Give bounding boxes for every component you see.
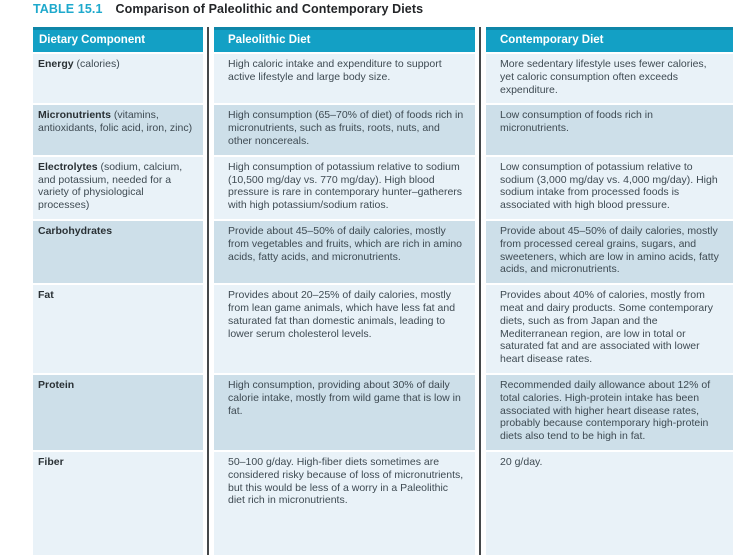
- table-title: TABLE 15.1 Comparison of Paleolithic and …: [33, 2, 423, 16]
- column-header-dietary-component: Dietary Component: [33, 27, 203, 52]
- fat-component-cell: Fat: [33, 285, 203, 373]
- energy-contemporary-cell: More sedentary lifestyle uses fewer calo…: [486, 54, 733, 104]
- carbohydrates-contemporary-cell: Provide about 45–50% of daily calories, …: [486, 220, 733, 284]
- column-divider-2: [479, 27, 481, 555]
- protein-contemporary-cell: Recommended daily allowance about 12% of…: [486, 374, 733, 450]
- fiber-paleolithic-cell: 50–100 g/day. High-fiber diets sometimes…: [214, 451, 475, 555]
- energy-label: Energy: [38, 58, 74, 70]
- micronutrients-label: Micronutrients: [38, 109, 111, 122]
- carbohydrates-label: Carbohydrates: [38, 224, 113, 237]
- energy-note: (calories): [73, 58, 120, 70]
- carbohydrates-component-cell: Carbohydrates: [33, 220, 203, 284]
- fiber-label: Fiber: [38, 455, 64, 468]
- table-number: TABLE 15.1: [33, 2, 103, 16]
- table-caption: Comparison of Paleolithic and Contempora…: [115, 2, 424, 16]
- column-header-contemporary-diet: Contemporary Diet: [486, 27, 733, 52]
- fat-label: Fat: [38, 289, 54, 302]
- column-header-paleolithic-diet: Paleolithic Diet: [214, 27, 475, 52]
- fiber-contemporary-cell: 20 g/day.: [486, 451, 733, 555]
- carbohydrates-paleolithic-cell: Provide about 45–50% of daily calories, …: [214, 220, 475, 284]
- electrolytes-note: (sodium, calcium, and potassium, needed …: [38, 160, 183, 212]
- energy-component-cell: Energy (calories): [33, 54, 203, 104]
- electrolytes-component-cell: Electrolytes (sodium, calcium, and potas…: [33, 156, 203, 219]
- protein-paleolithic-cell: High consumption, providing about 30% of…: [214, 374, 475, 450]
- protein-component-cell: Protein: [33, 374, 203, 450]
- electrolytes-paleolithic-cell: High consumption of potassium relative t…: [214, 156, 475, 219]
- micronutrients-note: (vitamins, antioxidants, folic acid, iro…: [38, 109, 193, 135]
- fat-contemporary-cell: Provides about 40% of calories, mostly f…: [486, 285, 733, 373]
- fat-paleolithic-cell: Provides about 20–25% of daily calories,…: [214, 285, 475, 373]
- electrolytes-contemporary-cell: Low consumption of potassium relative to…: [486, 156, 733, 219]
- protein-label: Protein: [38, 378, 75, 391]
- column-divider-1: [207, 27, 209, 555]
- diet-comparison-table: Dietary Component Paleolithic Diet Conte…: [33, 27, 733, 555]
- micronutrients-contemporary-cell: Low consumption of foods rich in micronu…: [486, 105, 733, 155]
- micronutrients-component-cell: Micronutrients (vitamins, antioxidants, …: [33, 105, 203, 155]
- energy-paleolithic-cell: High caloric intake and expenditure to s…: [214, 54, 475, 104]
- micronutrients-paleolithic-cell: High consumption (65–70% of diet) of foo…: [214, 105, 475, 155]
- fiber-component-cell: Fiber: [33, 451, 203, 555]
- electrolytes-label: Electrolytes: [38, 160, 98, 173]
